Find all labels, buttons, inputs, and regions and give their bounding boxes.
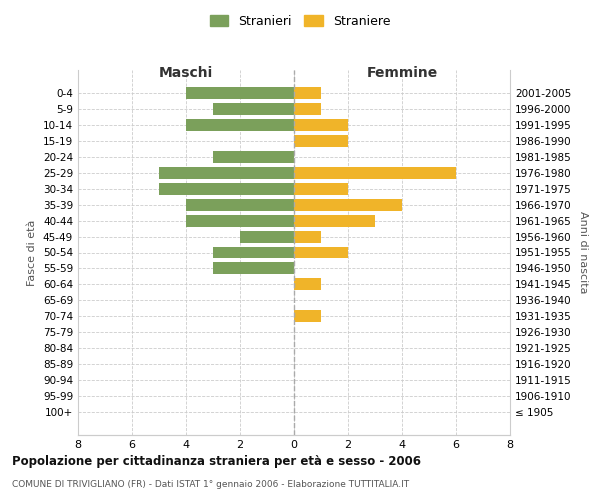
Legend: Stranieri, Straniere: Stranieri, Straniere xyxy=(206,11,394,32)
Bar xyxy=(240,230,294,242)
Y-axis label: Anni di nascita: Anni di nascita xyxy=(578,211,588,294)
Bar xyxy=(213,262,294,274)
Bar xyxy=(294,166,456,178)
Bar xyxy=(294,198,402,210)
Bar xyxy=(186,198,294,210)
Bar xyxy=(294,246,348,258)
Bar xyxy=(213,102,294,115)
Bar xyxy=(186,118,294,130)
Y-axis label: Fasce di età: Fasce di età xyxy=(28,220,37,286)
Bar xyxy=(294,118,348,130)
Bar xyxy=(294,214,375,226)
Bar xyxy=(159,166,294,178)
Bar xyxy=(294,86,321,99)
Text: Maschi: Maschi xyxy=(159,66,213,80)
Text: COMUNE DI TRIVIGLIANO (FR) - Dati ISTAT 1° gennaio 2006 - Elaborazione TUTTITALI: COMUNE DI TRIVIGLIANO (FR) - Dati ISTAT … xyxy=(12,480,409,489)
Text: Femmine: Femmine xyxy=(367,66,437,80)
Bar xyxy=(186,86,294,99)
Bar xyxy=(294,134,348,146)
Bar xyxy=(159,182,294,194)
Bar xyxy=(294,230,321,242)
Bar xyxy=(294,182,348,194)
Bar xyxy=(294,102,321,115)
Text: Popolazione per cittadinanza straniera per età e sesso - 2006: Popolazione per cittadinanza straniera p… xyxy=(12,455,421,468)
Bar xyxy=(294,278,321,290)
Bar xyxy=(213,246,294,258)
Bar xyxy=(213,150,294,162)
Bar xyxy=(294,310,321,322)
Bar xyxy=(186,214,294,226)
